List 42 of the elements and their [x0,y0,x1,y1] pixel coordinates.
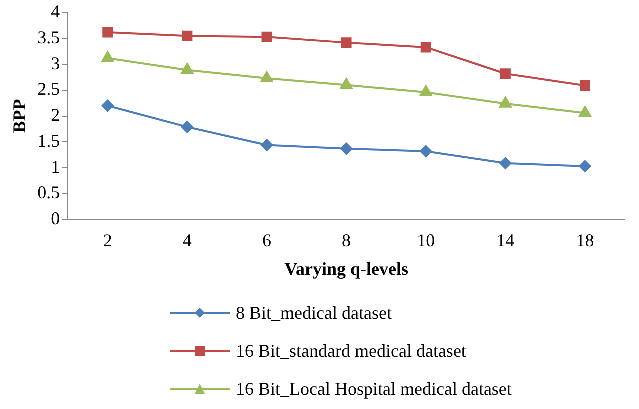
point [420,85,432,96]
point [181,121,194,134]
y-tick-label: 1 [51,156,60,177]
y-tick-label: 3.5 [38,27,60,48]
y-tick-label: 3 [51,53,60,74]
legend-label: 16 Bit_Local Hospital medical dataset [236,378,512,400]
y-tick-label: 0 [51,208,60,229]
x-tick-label: 14 [496,230,515,250]
point [182,30,193,42]
y-tick-label: 1.5 [38,130,60,151]
point [102,100,114,112]
y-tick-label: 2 [51,105,60,126]
x-tick-label: 4 [182,230,192,250]
point [340,78,353,90]
legend-label: 16 Bit_standard medical dataset [236,340,466,362]
x-tick-label: 8 [342,230,352,250]
point [499,96,512,108]
y-tick-label: 4 [51,2,60,22]
point [102,51,114,62]
point [579,160,592,172]
x-axis-title: Varying q-levels [284,258,408,279]
point [181,63,194,74]
point [579,106,592,118]
point [580,80,590,92]
x-tick-label: 10 [417,230,436,250]
point [262,32,272,42]
point [500,157,512,170]
point [420,145,432,158]
x-tick-label: 18 [576,230,594,250]
point [102,27,114,38]
point [260,139,273,152]
y-tick-label: 2.5 [38,79,60,100]
legend-label: 8 Bit_medical dataset [236,302,392,324]
y-tick-label: 0.5 [38,182,60,203]
point [500,68,511,80]
point [341,38,352,48]
x-tick-label: 2 [103,230,112,250]
point [260,72,274,83]
y-axis-title: BPP [9,99,30,134]
x-tick-label: 6 [262,230,272,250]
point [420,42,432,53]
point [340,142,353,155]
